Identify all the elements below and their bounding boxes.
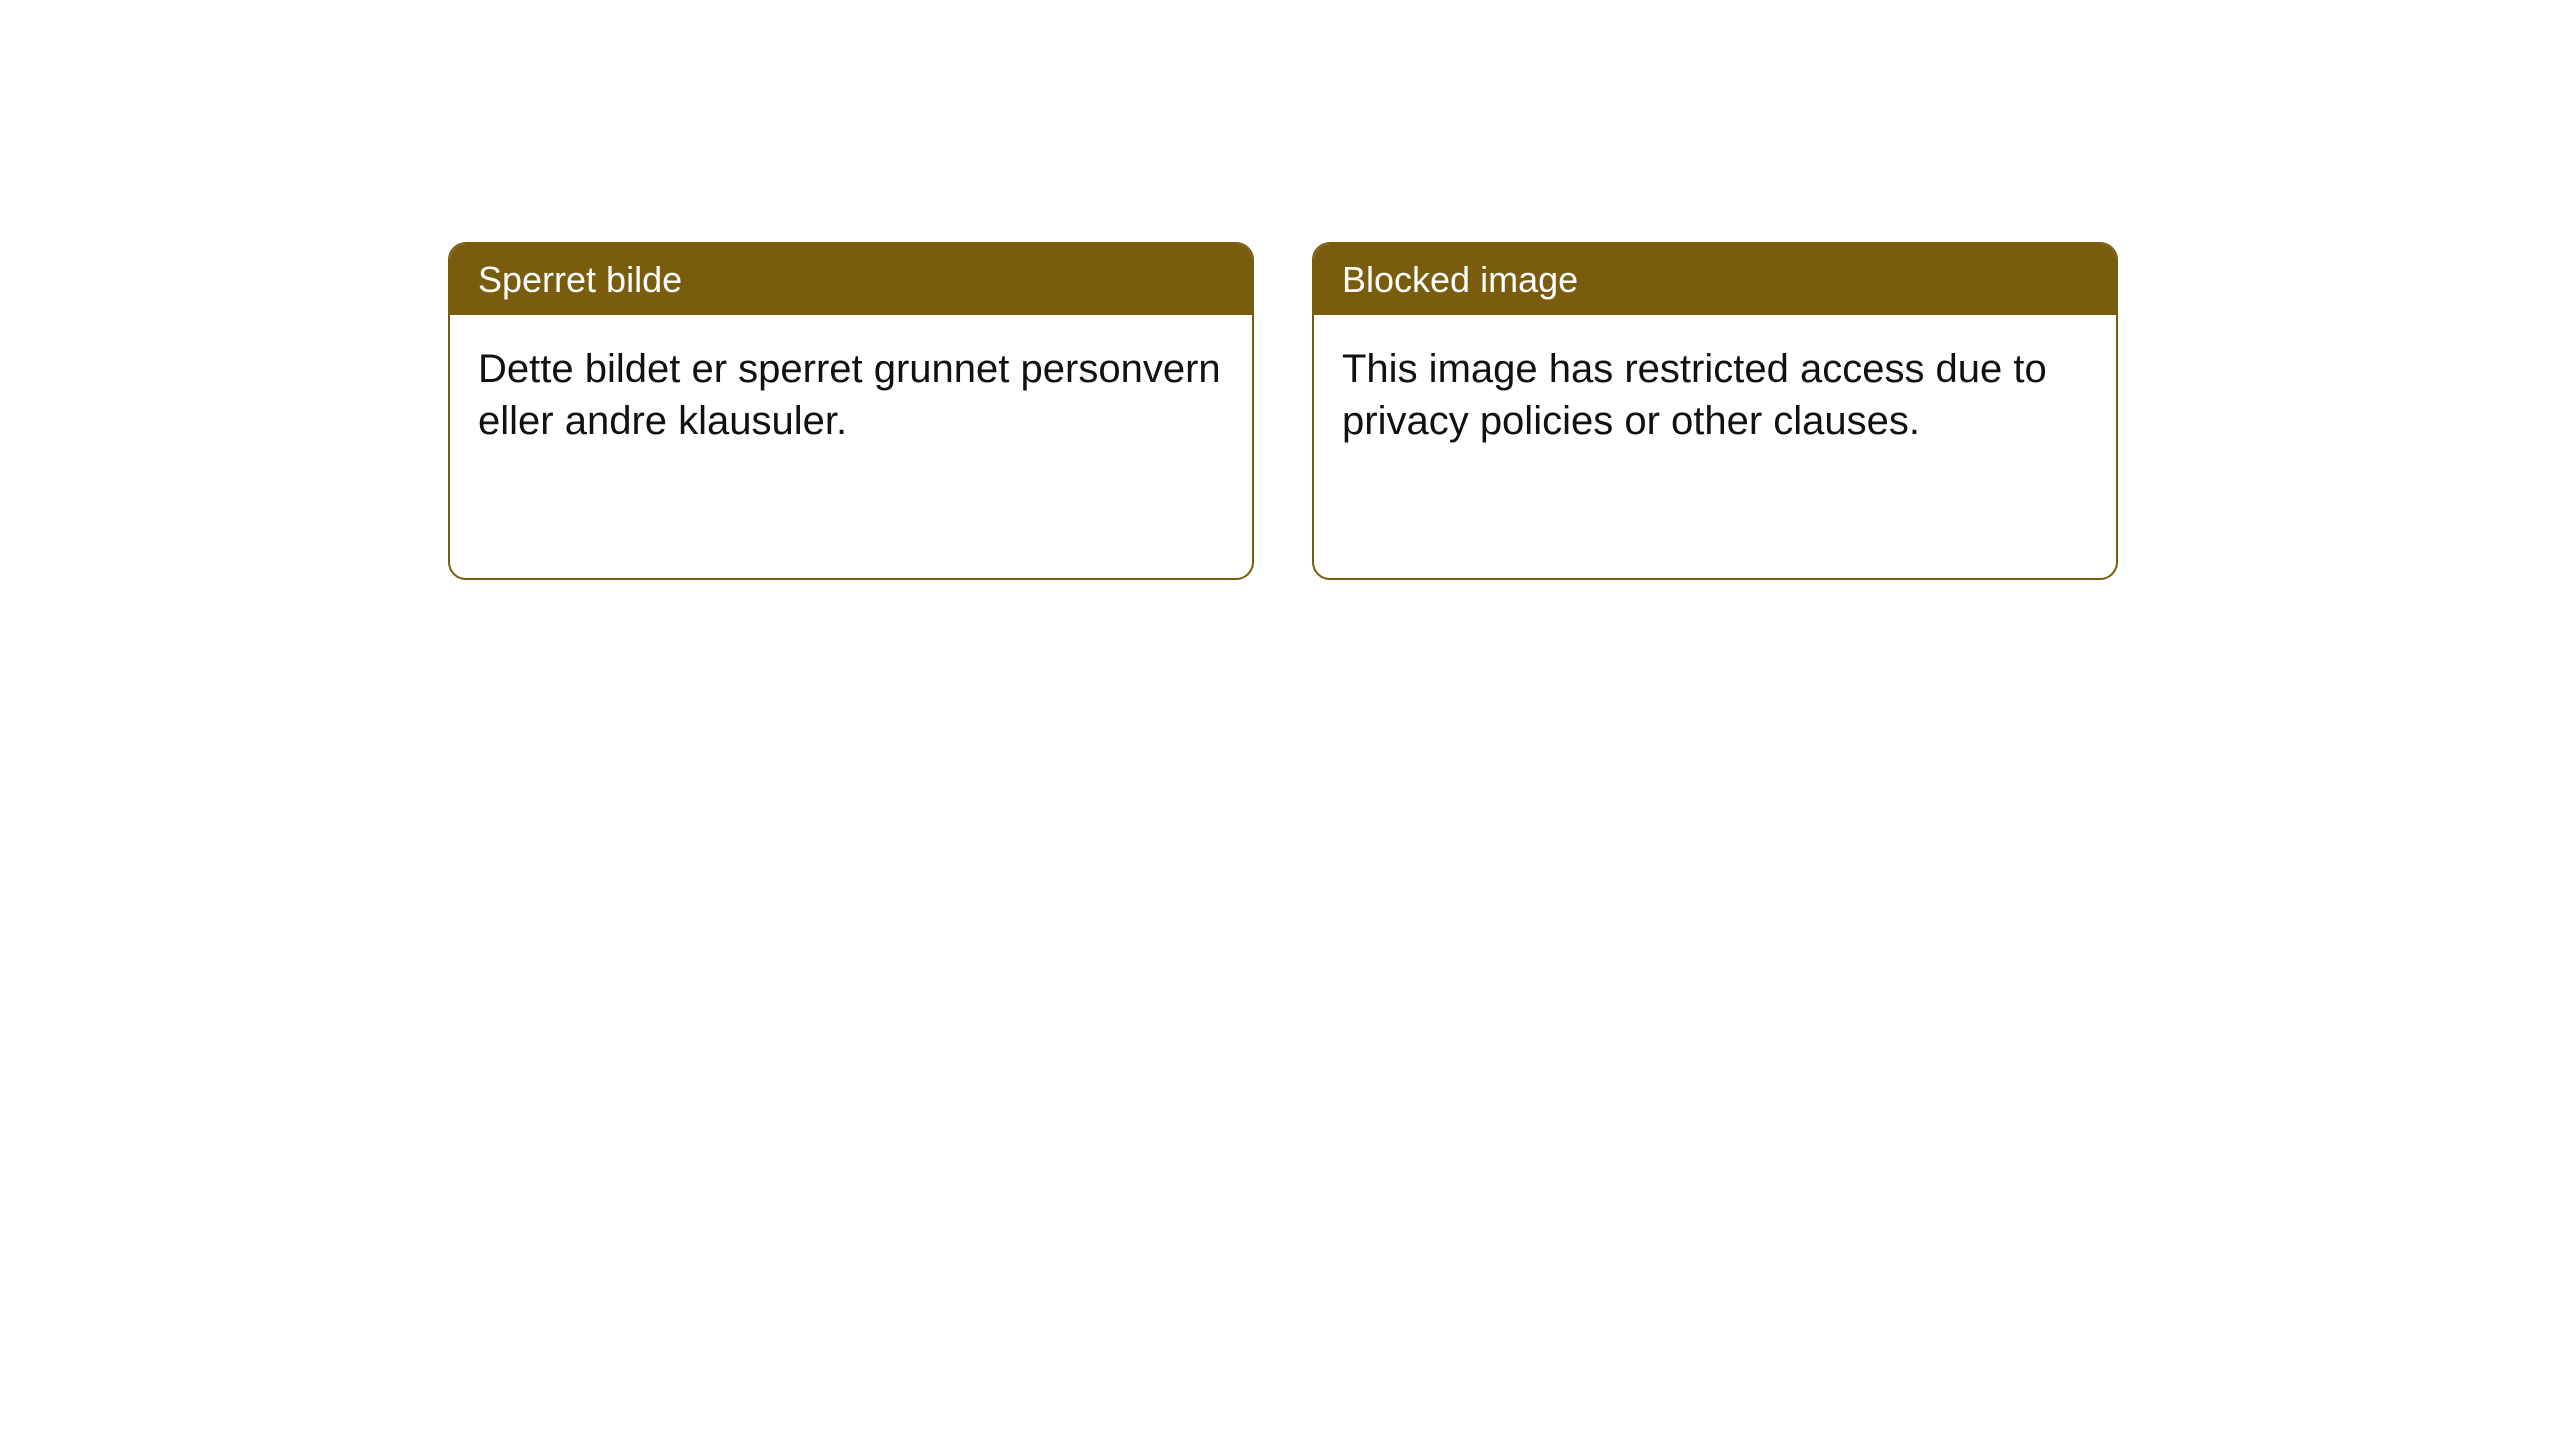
- card-body: Dette bildet er sperret grunnet personve…: [450, 315, 1252, 475]
- notice-card-english: Blocked image This image has restricted …: [1312, 242, 2118, 580]
- card-header: Sperret bilde: [450, 244, 1252, 315]
- card-body: This image has restricted access due to …: [1314, 315, 2116, 475]
- card-header: Blocked image: [1314, 244, 2116, 315]
- notice-card-norwegian: Sperret bilde Dette bildet er sperret gr…: [448, 242, 1254, 580]
- notice-cards-container: Sperret bilde Dette bildet er sperret gr…: [448, 242, 2118, 580]
